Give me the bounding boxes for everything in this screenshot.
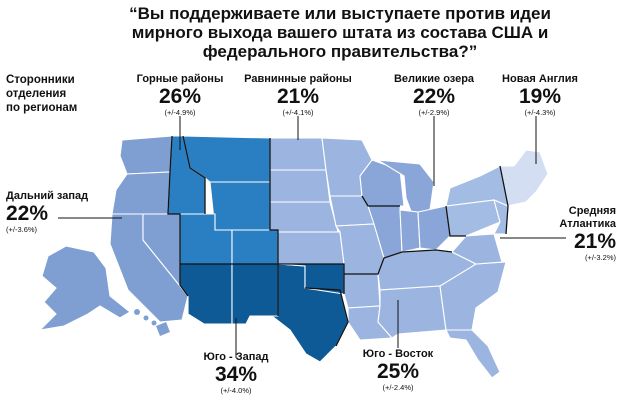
region-percent: 21% (573, 230, 616, 253)
region-name: Юго - Восток (362, 348, 434, 360)
region-name-line-1: Средняя (568, 205, 616, 217)
legend-line-2: отделения (6, 88, 67, 100)
state-hawaii (134, 309, 170, 336)
label-southwest: Юго - Запад 34% (+/-4.0%) (184, 351, 288, 396)
region-mid-atlantic-shape (445, 165, 509, 237)
region-borders (167, 135, 509, 347)
state-florida (445, 329, 501, 379)
region-margin: (+/-2.4%) (382, 383, 414, 392)
region-percent: 22% (6, 202, 49, 225)
label-mid-atlantic: Средняя Атлантика 21% (+/-3.2%) (532, 205, 616, 263)
label-southeast: Юго - Восток 25% (+/-2.4%) (346, 348, 450, 393)
state-arkansas (343, 273, 381, 309)
figure-title: “Вы поддерживаете или выступаете против … (90, 4, 590, 61)
region-name: Равнинные районы (244, 73, 352, 85)
state-new-mexico (231, 263, 279, 325)
region-percent: 26% (158, 85, 202, 108)
state-north-dakota (269, 137, 327, 171)
state-new-england (499, 149, 549, 207)
region-percent: 34% (214, 363, 258, 386)
title-line-3: федерального правительства?” (202, 42, 478, 61)
region-name-line-2: Атлантика (559, 218, 616, 230)
state-south-dakota (269, 169, 331, 203)
title-line-1: “Вы поддерживаете или выступаете против … (129, 4, 551, 23)
region-far-west-shape (38, 135, 189, 336)
state-virginia (451, 233, 503, 265)
region-percent: 22% (412, 85, 456, 108)
region-margin: (+/-4.9%) (164, 108, 196, 117)
legend-line-3: по регионам (6, 102, 78, 114)
label-mountain: Горные районы 26% (+/-4.9%) (122, 73, 238, 118)
region-margin: (+/-4.1%) (282, 108, 314, 117)
region-name: Новая Англия (502, 73, 578, 85)
legend-heading: Сторонники отделения по регионам (6, 73, 116, 115)
state-wyoming (209, 181, 271, 231)
state-new-york (445, 165, 509, 207)
region-margin: (+/-4.0%) (220, 386, 252, 395)
region-margin: (+/-3.6%) (6, 225, 38, 234)
region-percent: 21% (276, 85, 320, 108)
title-line-2: мирного выхода вашего штата из состава С… (131, 23, 549, 42)
region-new-england-shape (499, 149, 549, 207)
label-far-west: Дальний запад 22% (+/-3.6%) (6, 190, 88, 235)
region-plains-shape (269, 137, 385, 275)
leader-lines (58, 116, 566, 358)
state-ohio (417, 205, 451, 251)
state-new-jersey (493, 199, 509, 235)
region-margin: (+/-4.3%) (524, 108, 556, 117)
state-arizona (179, 263, 233, 325)
region-name: Горные районы (136, 73, 224, 85)
label-plains: Равнинные районы 21% (+/-4.1%) (240, 73, 356, 118)
legend-line-1: Сторонники (6, 74, 75, 86)
state-mississippi-alabama (377, 285, 447, 339)
state-alaska (38, 245, 131, 331)
region-southwest-shape (179, 263, 349, 363)
state-nebraska (269, 201, 339, 233)
region-percent: 25% (376, 360, 420, 383)
state-kansas (277, 231, 345, 265)
region-great-lakes-shape (359, 159, 451, 267)
label-new-england: Новая Англия 19% (+/-4.3%) (494, 73, 586, 118)
region-margin: (+/-3.2%) (584, 253, 616, 262)
region-name: Великие озера (393, 73, 475, 85)
region-mountain-shape (167, 135, 279, 265)
label-great-lakes: Великие озера 22% (+/-2.9%) (374, 73, 494, 118)
state-oregon (111, 171, 171, 215)
state-colorado (231, 229, 279, 265)
region-percent: 19% (518, 85, 562, 108)
state-indiana (399, 209, 421, 253)
region-southeast-shape (343, 233, 507, 379)
region-name: Юго - Запад (203, 351, 269, 363)
state-washington (119, 135, 173, 175)
region-margin: (+/-2.9%) (418, 108, 450, 117)
region-name: Дальний запад (6, 190, 89, 202)
